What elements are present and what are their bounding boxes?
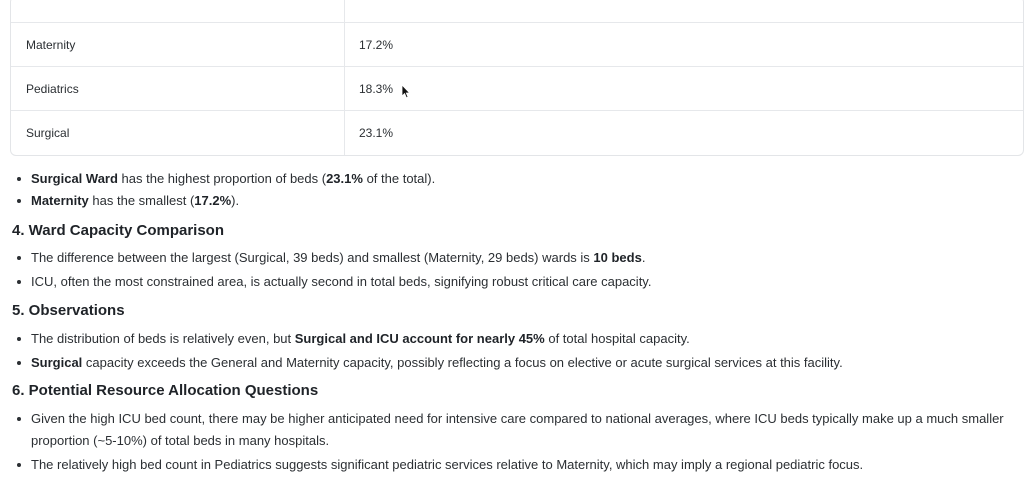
- ward-share-cell: 17.2%: [359, 38, 394, 52]
- list-item: Maternity has the smallest (17.2%).: [10, 190, 1015, 212]
- ward-share-cell: 18.3%: [359, 82, 394, 96]
- list-item: The distribution of beds is relatively e…: [10, 328, 1015, 350]
- section-heading: 6. Potential Resource Allocation Questio…: [12, 382, 319, 399]
- mouse-pointer-icon: [401, 84, 411, 99]
- capacity-list: The difference between the largest (Surg…: [10, 247, 1015, 293]
- list-item: Given the high ICU bed count, there may …: [10, 408, 1015, 452]
- summary-list: Surgical Ward has the highest proportion…: [10, 168, 1015, 212]
- table-row: Maternity 17.2%: [11, 22, 1023, 67]
- resource-questions-list: Given the high ICU bed count, there may …: [10, 408, 1015, 476]
- ward-name-cell: Pediatrics: [26, 82, 79, 96]
- list-item: The difference between the largest (Surg…: [10, 247, 1015, 269]
- ward-name-cell: Maternity: [26, 38, 76, 52]
- column-divider: [344, 0, 345, 155]
- list-item: Surgical Ward has the highest proportion…: [10, 168, 1015, 190]
- section-heading: 5. Observations: [12, 302, 125, 319]
- ward-name-cell: Surgical: [26, 126, 70, 140]
- table-row: Surgical 23.1%: [11, 110, 1023, 155]
- table-row: Pediatrics 18.3%: [11, 66, 1023, 111]
- ward-share-cell: 23.1%: [359, 126, 394, 140]
- ward-share-table: Maternity 17.2% Pediatrics 18.3% Surgica…: [10, 0, 1024, 156]
- section-heading: 4. Ward Capacity Comparison: [12, 222, 224, 239]
- list-item: The relatively high bed count in Pediatr…: [10, 454, 1015, 476]
- list-item: Surgical capacity exceeds the General an…: [10, 352, 1015, 374]
- list-item: ICU, often the most constrained area, is…: [10, 271, 1015, 293]
- observations-list: The distribution of beds is relatively e…: [10, 328, 1015, 374]
